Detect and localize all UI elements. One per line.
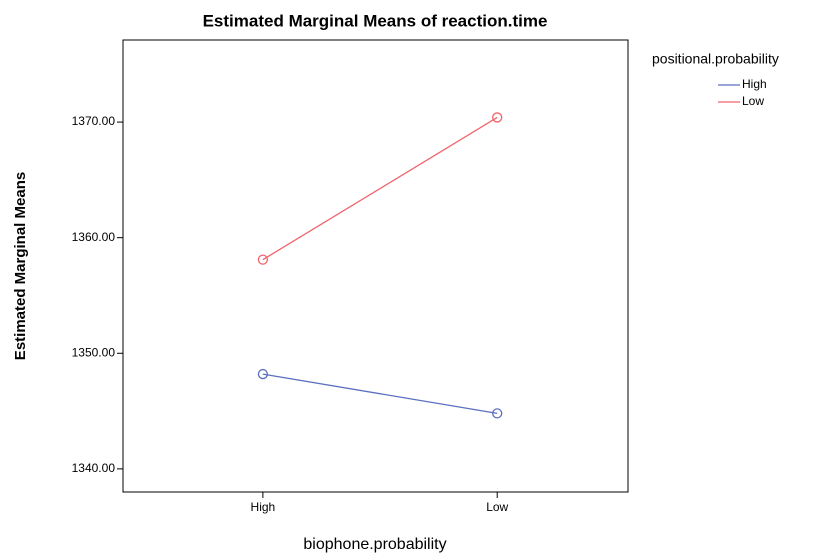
legend-title: positional.probability — [652, 51, 779, 67]
point-marker — [257, 254, 269, 265]
point-marker — [257, 368, 269, 380]
y-tick-label: 1370.00 — [72, 114, 116, 128]
series-line — [262, 373, 498, 415]
x-axis-label: biophone.probability — [303, 536, 446, 553]
plot-frame — [122, 39, 629, 493]
y-axis-label: Estimated Marginal Means — [12, 172, 29, 360]
chart-title: Estimated Marginal Means of reaction.tim… — [203, 11, 548, 30]
point-marker — [492, 112, 503, 123]
point-marker — [492, 408, 503, 419]
y-tick-label: 1360.00 — [72, 230, 116, 244]
series-line — [262, 116, 498, 261]
legend-label: Low — [742, 94, 764, 108]
y-tick-label: 1340.00 — [72, 461, 116, 475]
y-tick-label: 1350.00 — [72, 345, 116, 359]
x-tick-label: Low — [486, 500, 508, 514]
x-tick-label: High — [251, 500, 276, 514]
legend-label: High — [742, 77, 767, 91]
